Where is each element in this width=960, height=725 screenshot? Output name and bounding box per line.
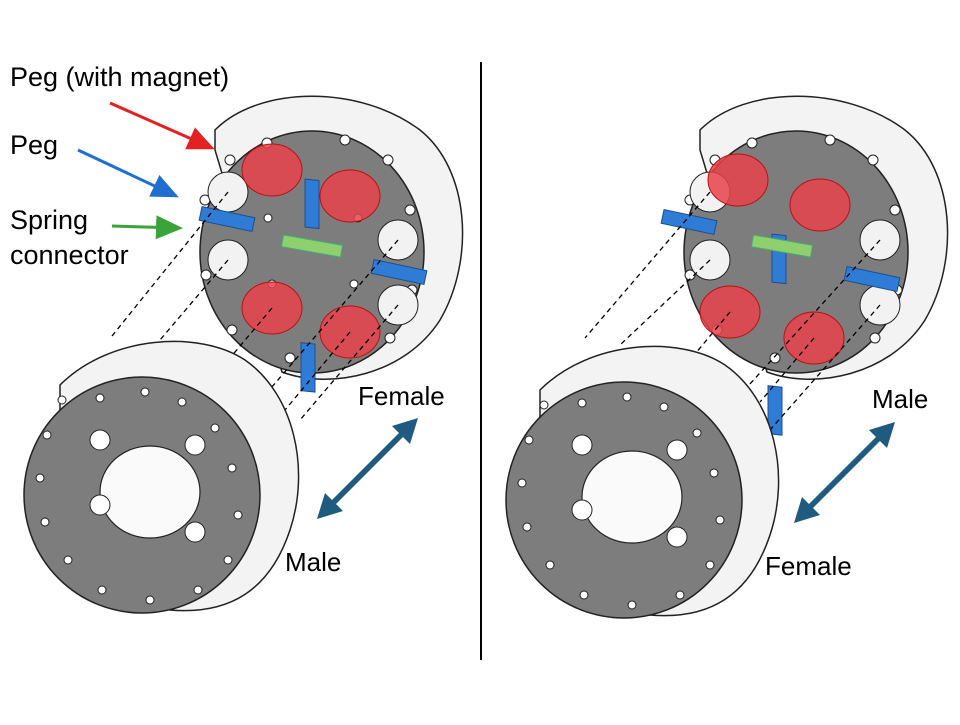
- left-grey-pegs: [207, 171, 419, 326]
- left-dashed-lines: [111, 191, 399, 421]
- callout-arrow-peg: [77, 148, 179, 198]
- right-double-arrow: [794, 422, 895, 523]
- left-double-arrow: [317, 418, 418, 519]
- left-male-label: Male: [285, 547, 342, 577]
- callout-label-spring-line1: Spring: [10, 205, 89, 235]
- callout-label-magnet-peg: Peg (with magnet): [10, 62, 230, 92]
- left-top-connector: [198, 95, 464, 393]
- callout-label-peg: Peg: [10, 130, 59, 160]
- right-dashed-lines: [584, 191, 881, 431]
- left-female-label: Female: [358, 381, 445, 411]
- right-female-label: Female: [765, 551, 852, 581]
- right-top-connector: [660, 95, 949, 436]
- callout-arrow-spring: [111, 215, 183, 240]
- left-spring-blocks: [198, 178, 428, 393]
- callout-arrow-magnet-peg: [109, 101, 215, 150]
- callout-label-spring-line2: connector: [10, 240, 129, 270]
- left-bottom-connector: [23, 340, 300, 614]
- right-bottom-connector: [505, 345, 780, 619]
- right-male-label: Male: [872, 384, 929, 414]
